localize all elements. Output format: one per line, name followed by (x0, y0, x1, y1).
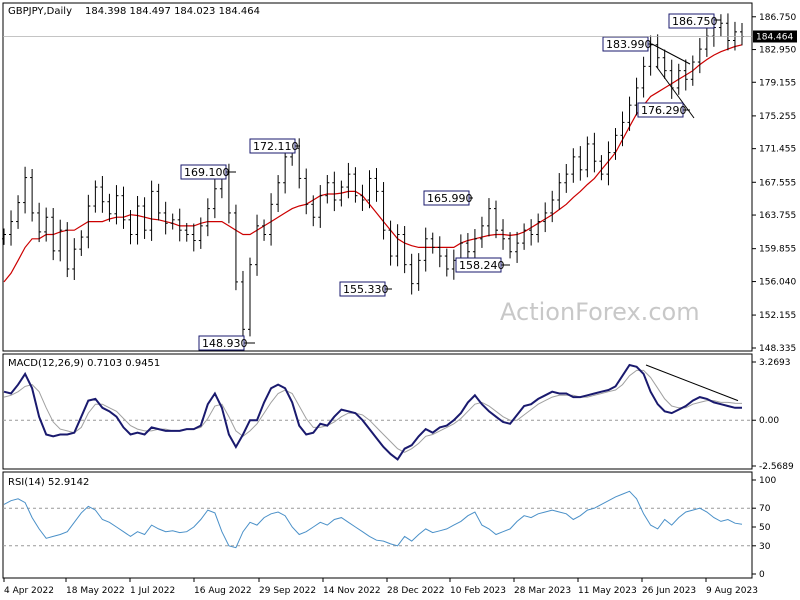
price-tick-label: 175.255 (759, 112, 796, 122)
macd-signal-line (3, 369, 743, 453)
price-tick-label: 148.335 (759, 344, 796, 354)
price-tick-label: 156.040 (759, 278, 796, 288)
rsi-panel-frame (2, 471, 753, 579)
annotation-box (198, 335, 245, 351)
current-price-label: 184.464 (756, 32, 793, 42)
annotation-box (339, 281, 386, 297)
annotation-label: 176.290 (641, 104, 687, 117)
annotation-box (455, 257, 502, 273)
price-tick-label: 159.855 (759, 245, 796, 255)
price-tick-label: 167.555 (759, 178, 796, 188)
header-ohlc: 184.398 184.497 184.023 184.464 (85, 6, 260, 17)
x-tick-label: 10 Feb 2023 (450, 586, 506, 596)
price-tick-label: 182.950 (759, 46, 796, 56)
x-tick-label: 29 Sep 2022 (259, 586, 316, 596)
moving-average-line (3, 44, 743, 283)
macd-trend-line (645, 364, 739, 402)
price-tick-label: 152.155 (759, 311, 796, 321)
trend-line-upper (651, 43, 691, 65)
ma-line (3, 44, 743, 283)
trend-lines (651, 43, 695, 119)
watermark-text: ActionForex.com (500, 298, 700, 326)
annotation-label: 158.240 (459, 259, 505, 272)
price-tick-label: 171.455 (759, 145, 796, 155)
annotation-box (637, 102, 684, 118)
annotation-label: 172.110 (253, 140, 299, 153)
annotation-box (180, 164, 227, 180)
price-bars (2, 13, 744, 341)
macd-tick-label: -2.5689 (759, 462, 794, 472)
annotation-label: 165.990 (427, 192, 473, 205)
macd-main-line (3, 363, 742, 461)
rsi-title: RSI(14) 52.9142 (8, 477, 89, 488)
rsi-tick-label: 100 (759, 476, 776, 486)
rsi-tick-label: 0 (759, 570, 765, 580)
annotation-label: 186.750 (672, 15, 718, 28)
rsi-tick-label: 30 (759, 542, 771, 552)
annotation-label: 183.990 (606, 38, 652, 51)
rsi-tick-label: 50 (759, 523, 771, 533)
price-tick-label: 163.755 (759, 211, 796, 221)
x-tick-label: 16 Aug 2022 (194, 586, 252, 596)
annotation-box (668, 13, 715, 29)
x-axis: 4 Apr 2022 18 May 2022 1 Jul 2022 16 Aug 20… (3, 578, 758, 596)
rsi-tick-label: 70 (759, 504, 771, 514)
annotation-label: 155.330 (343, 283, 389, 296)
macd-tick-label: 0.00 (759, 416, 779, 426)
macd-axis: 3.2693 0.00 -2.5689 (3, 358, 794, 472)
trend-line-lower (655, 65, 695, 119)
price-axis: 186.750 182.950 179.155 175.255 171.455 167.5… (752, 13, 796, 354)
macd-lines (3, 363, 743, 461)
x-tick-label: 1 Jul 2022 (130, 586, 175, 596)
rsi-axis: 100 70 50 30 0 (3, 476, 776, 580)
x-tick-label: 14 Nov 2022 (323, 586, 381, 596)
macd-title: MACD(12,26,9) 0.7103 0.9451 (8, 358, 160, 369)
annotation-label: 148.930 (202, 337, 248, 350)
price-tick-label: 186.750 (759, 13, 796, 23)
current-price-tag: 184.464 (3, 30, 797, 43)
price-panel-frame (2, 2, 753, 352)
rsi-lines (3, 490, 743, 549)
x-tick-label: 9 Aug 2023 (706, 586, 758, 596)
price-tick-label: 179.155 (759, 78, 796, 88)
annotation-box (423, 190, 470, 206)
annotation-box (602, 36, 649, 52)
x-tick-label: 26 Jun 2023 (642, 586, 696, 596)
x-tick-label: 28 Mar 2023 (514, 586, 571, 596)
annotation-label: 169.100 (184, 166, 230, 179)
x-tick-label: 4 Apr 2022 (4, 586, 54, 596)
current-price-box (753, 30, 797, 43)
x-tick-label: 28 Dec 2022 (387, 586, 445, 596)
rsi-line (3, 490, 743, 549)
header-symbol: GBPJPY,Daily (8, 6, 72, 17)
x-tick-label: 11 May 2023 (578, 586, 637, 596)
price-annotations: 169.100 172.110 148.930 155.330 165.990 158.2… (180, 13, 721, 351)
x-tick-label: 18 May 2022 (66, 586, 125, 596)
macd-panel-frame (2, 353, 753, 470)
macd-tick-label: 3.2693 (759, 358, 791, 368)
annotation-box (249, 138, 296, 154)
